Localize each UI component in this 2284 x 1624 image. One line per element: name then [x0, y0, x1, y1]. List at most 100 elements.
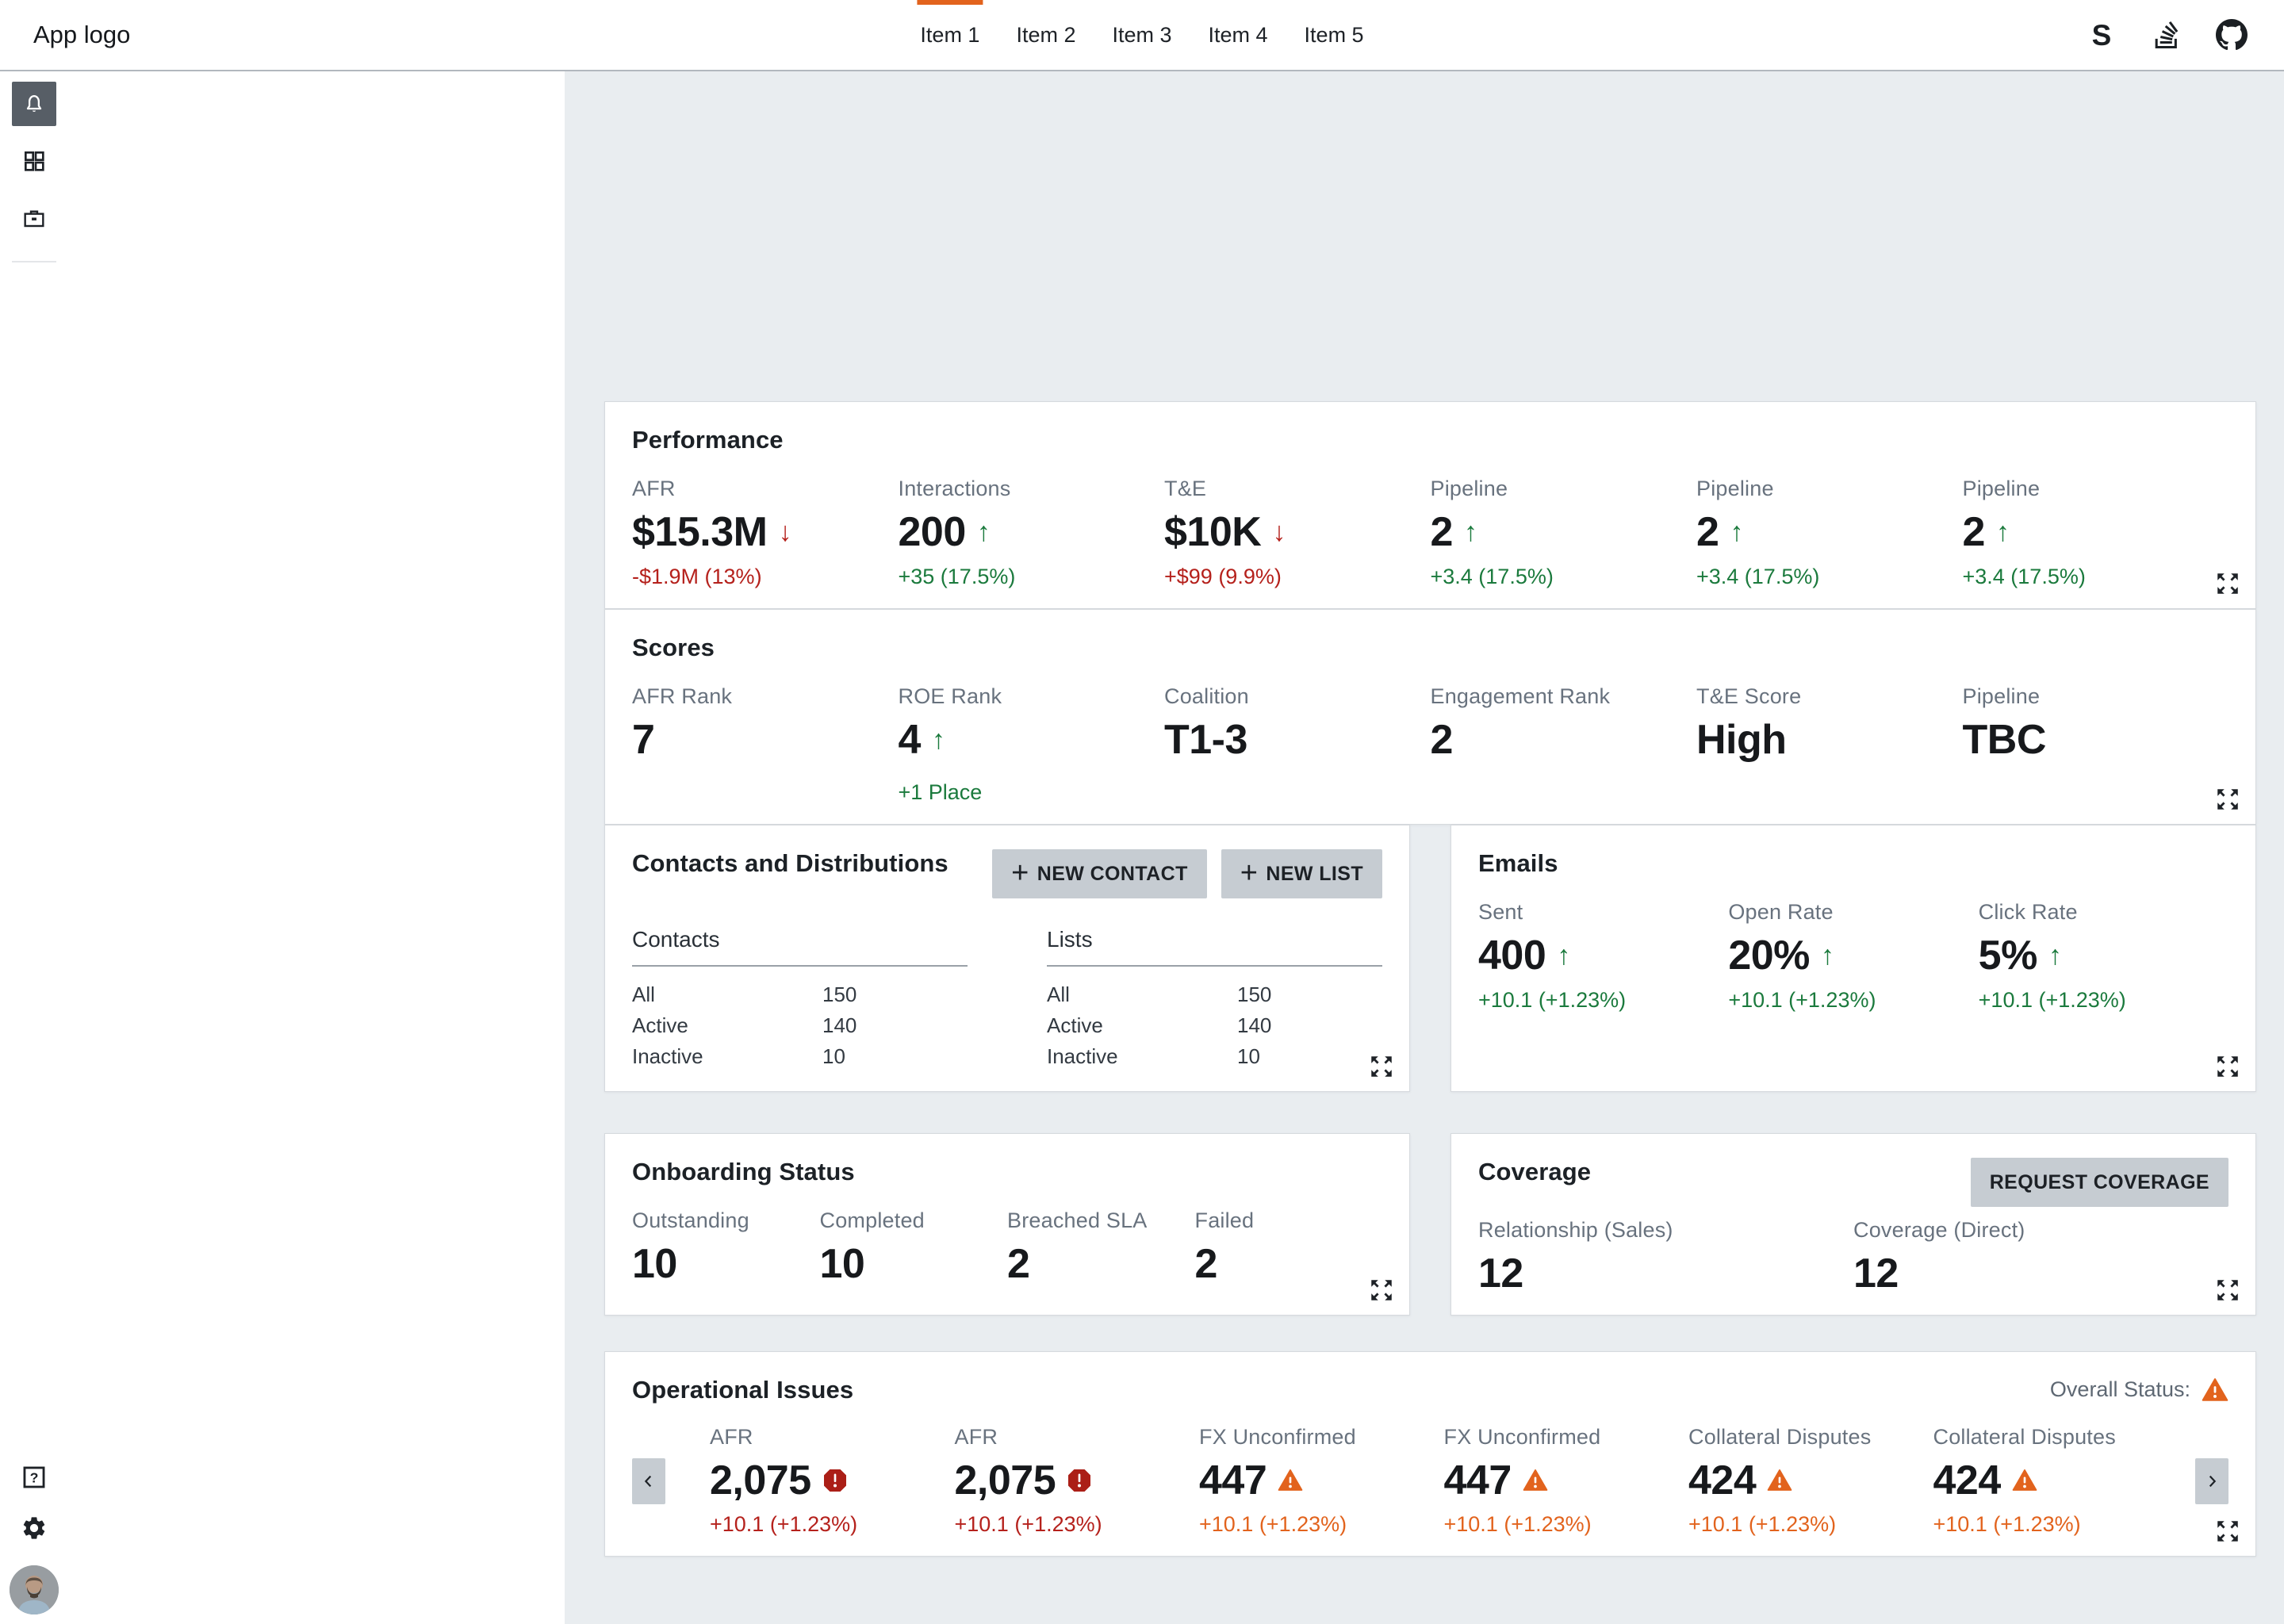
gear-icon	[23, 1517, 45, 1539]
metric-completed: Completed 10	[819, 1208, 925, 1288]
notifications-rail-button[interactable]	[12, 82, 56, 126]
left-sidebar: ?	[0, 71, 565, 1624]
nav-item-1[interactable]: Item 1	[917, 0, 983, 70]
arrow-up-icon: ↑	[976, 517, 991, 548]
storybook-s-icon[interactable]: S	[2091, 18, 2112, 52]
chevron-left-icon	[644, 1475, 652, 1487]
nav-item-4[interactable]: Item 4	[1209, 0, 1268, 70]
user-avatar[interactable]	[10, 1565, 59, 1614]
app-header: App logo Item 1 Item 2 Item 3 Item 4 Ite…	[0, 0, 2284, 71]
metric-click-rate: Click Rate 5% ↑ +10.1 (+1.23%)	[1978, 900, 2126, 1012]
bell-icon	[26, 94, 42, 113]
sidebar-rail-bottom: ?	[10, 1464, 59, 1614]
nav-item-1-label: Item 1	[920, 22, 980, 47]
nav-item-3[interactable]: Item 3	[1112, 0, 1171, 70]
scores-card-title: Scores	[632, 633, 715, 661]
arrow-up-icon: ↑	[1730, 517, 1744, 548]
new-contact-button[interactable]: + NEW CONTACT	[992, 849, 1207, 899]
error-octagon-icon	[1068, 1469, 1091, 1492]
warning-triangle-icon	[2202, 1377, 2228, 1401]
metric-open-rate: Open Rate 20% ↑ +10.1 (+1.23%)	[1728, 900, 1876, 1012]
nav-item-4-label: Item 4	[1208, 22, 1268, 47]
metric-coalition: Coalition T1-3	[1164, 684, 1249, 763]
expand-icon[interactable]	[2214, 1518, 2243, 1546]
expand-icon[interactable]	[2214, 1277, 2243, 1305]
grid-icon	[25, 151, 44, 171]
app-logo: App logo	[33, 21, 131, 48]
new-list-button[interactable]: + NEW LIST	[1221, 849, 1382, 899]
metric-op-fx-1: FX Unconfirmed 447 +10.1 (+1.23%)	[1199, 1424, 1356, 1537]
expand-icon[interactable]	[2214, 570, 2243, 599]
contacts-distributions-card: Contacts and Distributions + NEW CONTACT …	[604, 825, 1410, 1093]
apps-rail-button[interactable]	[12, 139, 56, 183]
metric-te-score: T&E Score High	[1696, 684, 1802, 763]
metric-failed: Failed 2	[1194, 1208, 1255, 1288]
rail-divider	[12, 261, 56, 262]
warning-triangle-icon	[1278, 1469, 1303, 1492]
warning-triangle-icon	[1767, 1469, 1792, 1492]
emails-card-title: Emails	[1478, 849, 1558, 878]
metric-afr-rank: AFR Rank 7	[632, 684, 733, 763]
metric-pipeline-3: Pipeline 2 ↑ +3.4 (17.5%)	[1962, 477, 2086, 588]
help-button[interactable]: ?	[21, 1464, 48, 1491]
expand-icon[interactable]	[1368, 1277, 1397, 1305]
github-icon[interactable]	[2216, 19, 2248, 51]
overall-status: Overall Status:	[2050, 1377, 2228, 1404]
onboarding-status-card: Onboarding Status Outstanding 10 Complet…	[604, 1133, 1410, 1316]
metric-relationship-sales: Relationship (Sales) 12	[1478, 1218, 1673, 1297]
lists-table: Lists All 150 Active 140 Inactive 10	[1047, 927, 1382, 1072]
onboarding-card-title: Onboarding Status	[632, 1158, 855, 1186]
emails-card: Emails Sent 400 ↑ +10.1 (+1.23%) Open Rat…	[1450, 825, 2256, 1093]
carousel-next-button[interactable]	[2195, 1457, 2228, 1504]
metric-engagement-rank: Engagement Rank 2	[1430, 684, 1611, 763]
arrow-up-icon: ↑	[2048, 940, 2062, 971]
nav-item-5[interactable]: Item 5	[1305, 0, 1364, 70]
table-row: Inactive 10	[632, 1044, 845, 1069]
contacts-tables: Contacts All 150 Active 140 Inactive 10 Lis…	[632, 927, 1382, 1072]
metric-roe-rank: ROE Rank 4 ↑ +1 Place	[898, 684, 1002, 805]
metric-pipeline-2: Pipeline 2 ↑ +3.4 (17.5%)	[1696, 477, 1820, 588]
nav-item-2[interactable]: Item 2	[1016, 0, 1075, 70]
arrow-down-icon: ↓	[1272, 517, 1286, 548]
help-icon: ?	[23, 1466, 45, 1488]
contacts-table: Contacts All 150 Active 140 Inactive 10	[632, 927, 968, 1072]
metric-pipeline-1: Pipeline 2 ↑ +3.4 (17.5%)	[1430, 477, 1554, 588]
scores-card: Scores AFR Rank 7 ROE Rank 4 ↑ +1 Place C…	[604, 608, 2256, 825]
briefcase-icon	[24, 210, 44, 228]
emails-metrics: Sent 400 ↑ +10.1 (+1.23%) Open Rate 20% ↑ …	[1478, 900, 2228, 1013]
settings-button[interactable]	[21, 1515, 48, 1542]
arrow-up-icon: ↑	[1995, 517, 2010, 548]
main-content: Performance AFR $15.3M ↓ -$1.9M (13%) Int…	[565, 71, 2284, 1624]
metric-sent: Sent 400 ↑ +10.1 (+1.23%)	[1478, 900, 1627, 1012]
stackoverflow-icon[interactable]	[2151, 19, 2182, 51]
expand-icon[interactable]	[2214, 786, 2243, 814]
operational-metrics: AFR 2,075 +10.1 (+1.23%) AFR 2,075 +10.1…	[710, 1425, 2178, 1538]
arrow-up-icon: ↑	[1820, 940, 1834, 971]
arrow-down-icon: ↓	[778, 517, 792, 548]
metric-pipeline-score: Pipeline TBC	[1962, 684, 2047, 763]
request-coverage-button[interactable]: REQUEST COVERAGE	[1970, 1158, 2228, 1208]
metric-coverage-direct: Coverage (Direct) 12	[1853, 1218, 2025, 1297]
top-navigation: Item 1 Item 2 Item 3 Item 4 Item 5	[917, 0, 1364, 70]
coverage-metrics: Relationship (Sales) 12 Coverage (Direct…	[1478, 1218, 2228, 1296]
carousel-previous-button[interactable]	[632, 1457, 665, 1504]
error-octagon-icon	[823, 1469, 846, 1492]
coverage-card-title: Coverage	[1478, 1158, 1592, 1186]
metric-breached-sla: Breached SLA 2	[1007, 1208, 1148, 1288]
sidebar-rail	[11, 82, 57, 262]
portfolio-rail-button[interactable]	[12, 196, 56, 240]
arrow-up-icon: ↑	[1463, 517, 1477, 548]
expand-icon[interactable]	[1368, 1053, 1397, 1082]
arrow-up-icon: ↑	[1557, 940, 1571, 971]
coverage-card: Coverage REQUEST COVERAGE Relationship (…	[1450, 1133, 2256, 1316]
table-row: Active 140	[1047, 1013, 1272, 1038]
metric-op-fx-2: FX Unconfirmed 447 +10.1 (+1.23%)	[1443, 1424, 1601, 1537]
metric-te: T&E $10K ↓ +$99 (9.9%)	[1164, 477, 1286, 588]
scores-metrics: AFR Rank 7 ROE Rank 4 ↑ +1 Place Coalitio…	[632, 684, 2228, 806]
expand-icon[interactable]	[2214, 1053, 2243, 1082]
metric-op-afr-2: AFR 2,075 +10.1 (+1.23%)	[954, 1424, 1102, 1537]
metric-op-collateral-1: Collateral Disputes 424 +10.1 (+1.23%)	[1688, 1424, 1872, 1537]
operational-carousel: AFR 2,075 +10.1 (+1.23%) AFR 2,075 +10.1…	[632, 1425, 2228, 1538]
table-row: All 150	[632, 982, 857, 1007]
performance-card-title: Performance	[632, 426, 784, 454]
